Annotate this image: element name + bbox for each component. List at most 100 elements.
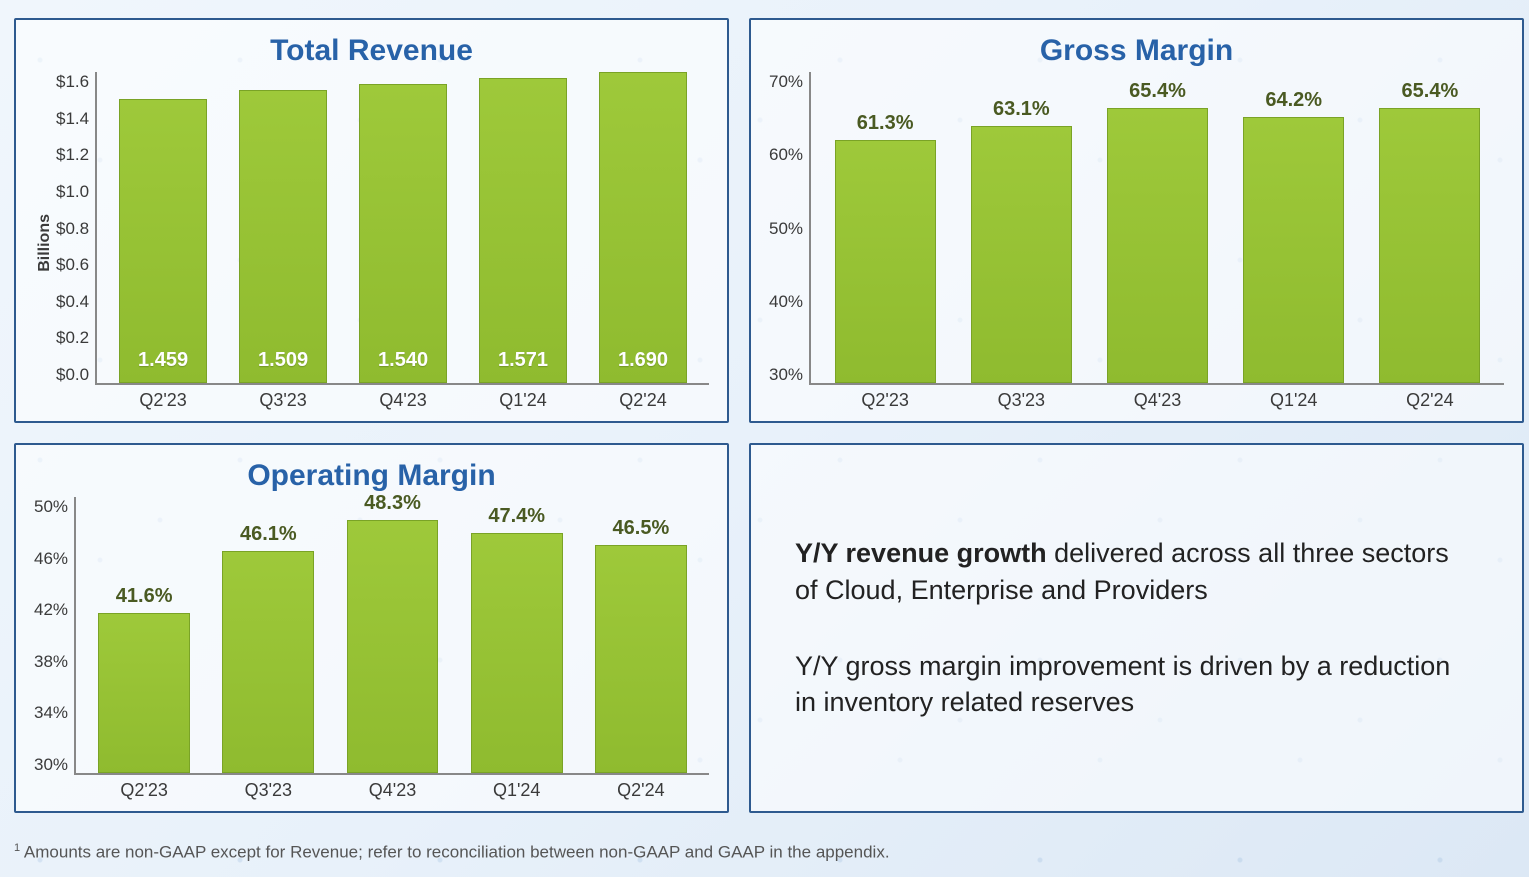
- bar-wrap: 65.4%: [1362, 72, 1498, 383]
- y-tick: 30%: [34, 755, 68, 775]
- bar-value-label: 47.4%: [455, 505, 579, 528]
- plot-region: 61.3% 63.1% 65.4% 64.2% 65.4%: [809, 72, 1504, 385]
- bar: 1.571: [479, 78, 568, 383]
- x-tick: Q1'24: [463, 390, 583, 411]
- bar-wrap: 1.509: [223, 72, 343, 383]
- x-tick: Q2'23: [103, 390, 223, 411]
- bar: [222, 551, 314, 773]
- bar: [1107, 108, 1208, 383]
- x-tick: Q2'24: [579, 780, 703, 801]
- x-tick: Q2'23: [82, 780, 206, 801]
- plot-region: 1.459 1.509 1.540 1.571 1.690 Q2'23Q3'23…: [95, 72, 709, 385]
- bars-container: 1.459 1.509 1.540 1.571 1.690: [97, 72, 709, 383]
- y-tick: 38%: [34, 652, 68, 672]
- chart-title: Gross Margin: [769, 34, 1504, 68]
- x-tick: Q3'23: [223, 390, 343, 411]
- y-axis: $1.6$1.4$1.2$1.0$0.8$0.6$0.4$0.2$0.0: [56, 72, 95, 413]
- bar-value-label: 48.3%: [330, 492, 454, 515]
- y-axis: 70% 60% 50% 40% 30%: [769, 72, 809, 413]
- chart-area-revenue: Billions $1.6$1.4$1.2$1.0$0.8$0.6$0.4$0.…: [34, 72, 709, 413]
- bar-value-label: 46.1%: [206, 523, 330, 546]
- chart-area-operating-margin: 50% 46% 42% 38% 34% 30% 41.6% 46.1% 48.3% 47.…: [34, 497, 709, 803]
- y-tick: 40%: [769, 292, 803, 312]
- bar-wrap: 41.6%: [82, 497, 206, 773]
- x-axis: Q2'23Q3'23Q4'23Q1'24Q2'24: [811, 390, 1504, 411]
- y-tick: 50%: [769, 219, 803, 239]
- total-revenue-panel: Total Revenue Billions $1.6$1.4$1.2$1.0$…: [14, 18, 729, 423]
- y-tick: $1.2: [56, 145, 89, 165]
- y-tick: 70%: [769, 72, 803, 92]
- x-tick: Q2'24: [1362, 390, 1498, 411]
- chart-title: Operating Margin: [34, 459, 709, 493]
- bar-value-label: 1.571: [498, 349, 548, 382]
- bar: [471, 533, 563, 773]
- bar-value-label: 41.6%: [82, 585, 206, 608]
- y-tick: 30%: [769, 365, 803, 385]
- bar-value-label: 1.459: [138, 349, 188, 382]
- bar-value-label: 64.2%: [1226, 89, 1362, 112]
- bar-wrap: 47.4%: [455, 497, 579, 773]
- bar: [347, 520, 439, 773]
- bar: 1.509: [239, 90, 328, 383]
- y-axis: 50% 46% 42% 38% 34% 30%: [34, 497, 74, 803]
- x-tick: Q2'23: [817, 390, 953, 411]
- bar-wrap: 46.5%: [579, 497, 703, 773]
- gross-margin-panel: Gross Margin 70% 60% 50% 40% 30% 61.3% 63.1%…: [749, 18, 1524, 423]
- y-tick: $1.6: [56, 72, 89, 92]
- y-tick: $1.0: [56, 182, 89, 202]
- bar: [835, 140, 936, 383]
- y-tick: 50%: [34, 497, 68, 517]
- bar-wrap: 63.1%: [953, 72, 1089, 383]
- x-axis: Q2'23Q3'23Q4'23Q1'24Q2'24: [97, 390, 709, 411]
- operating-margin-panel: Operating Margin 50% 46% 42% 38% 34% 30% 41.6…: [14, 443, 729, 813]
- bar-value-label: 46.5%: [579, 517, 703, 540]
- commentary-block-1: Y/Y revenue growth delivered across all …: [795, 535, 1478, 608]
- bar-value-label: 65.4%: [1362, 80, 1498, 103]
- bar: 1.540: [359, 84, 448, 383]
- bar: [1243, 117, 1344, 383]
- bar: 1.459: [119, 99, 208, 383]
- x-tick: Q1'24: [1226, 390, 1362, 411]
- y-tick: 42%: [34, 600, 68, 620]
- commentary-panel: Y/Y revenue growth delivered across all …: [749, 443, 1524, 813]
- bar: [1379, 108, 1480, 383]
- y-tick: $0.6: [56, 255, 89, 275]
- bar-wrap: 1.540: [343, 72, 463, 383]
- bar-wrap: 61.3%: [817, 72, 953, 383]
- chart-area-gross-margin: 70% 60% 50% 40% 30% 61.3% 63.1% 65.4% 64.2% …: [769, 72, 1504, 413]
- x-tick: Q4'23: [330, 780, 454, 801]
- footnote: 1 Amounts are non-GAAP except for Revenu…: [14, 842, 890, 863]
- y-tick: 60%: [769, 145, 803, 165]
- bar: [971, 126, 1072, 383]
- x-tick: Q3'23: [206, 780, 330, 801]
- bar: 1.690: [599, 72, 688, 383]
- x-tick: Q3'23: [953, 390, 1089, 411]
- bar-value-label: 1.540: [378, 349, 428, 382]
- bar-value-label: 1.690: [618, 349, 668, 382]
- bar-value-label: 1.509: [258, 349, 308, 382]
- bars-container: 41.6% 46.1% 48.3% 47.4% 46.5%: [76, 497, 709, 773]
- bar-wrap: 1.690: [583, 72, 703, 383]
- x-tick: Q1'24: [455, 780, 579, 801]
- x-tick: Q2'24: [583, 390, 703, 411]
- y-tick: $0.0: [56, 365, 89, 385]
- x-tick: Q4'23: [1089, 390, 1225, 411]
- chart-title: Total Revenue: [34, 34, 709, 68]
- y-tick: 34%: [34, 703, 68, 723]
- y-tick: 46%: [34, 549, 68, 569]
- plot-region: 41.6% 46.1% 48.3% 47.4% 46.5%: [74, 497, 709, 775]
- y-tick: $0.4: [56, 292, 89, 312]
- bar-wrap: 1.571: [463, 72, 583, 383]
- y-tick: $0.2: [56, 328, 89, 348]
- bar-value-label: 65.4%: [1089, 80, 1225, 103]
- bar-wrap: 46.1%: [206, 497, 330, 773]
- footnote-text: Amounts are non-GAAP except for Revenue;…: [20, 843, 889, 862]
- commentary-bold: Y/Y revenue growth: [795, 538, 1054, 568]
- bar-wrap: 65.4%: [1089, 72, 1225, 383]
- y-axis-label: Billions: [34, 214, 56, 272]
- bar-value-label: 61.3%: [817, 112, 953, 135]
- y-tick: $0.8: [56, 219, 89, 239]
- x-axis: Q2'23Q3'23Q4'23Q1'24Q2'24: [76, 780, 709, 801]
- bar: [595, 545, 687, 773]
- commentary-block-2: Y/Y gross margin improvement is driven b…: [795, 648, 1478, 721]
